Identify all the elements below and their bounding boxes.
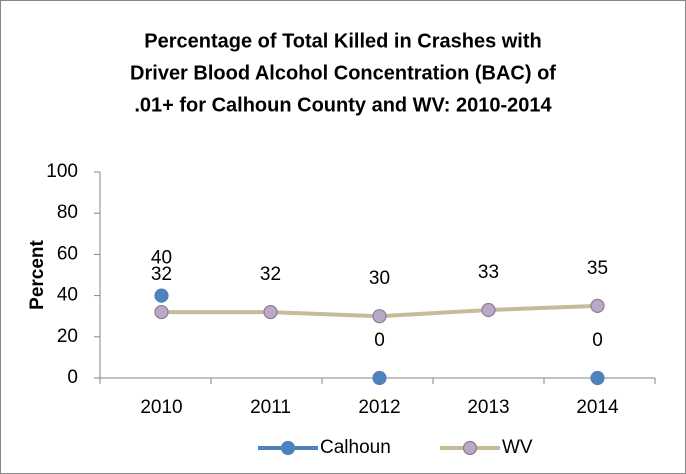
marker — [590, 370, 605, 386]
legend-label: WV — [502, 437, 533, 458]
marker — [481, 302, 496, 318]
marker — [372, 309, 387, 324]
y-axis-label: Percent — [27, 239, 48, 309]
x-tick-label: 2013 — [467, 397, 509, 418]
chart-title: Driver Blood Alcohol Concentration (BAC)… — [130, 62, 556, 84]
data-label: 32 — [260, 264, 281, 285]
data-label: 0 — [374, 330, 385, 351]
y-tick-label: 20 — [57, 326, 78, 347]
legend-marker — [462, 440, 478, 456]
data-label: 40 — [151, 248, 172, 269]
marker — [154, 304, 169, 320]
data-label: 33 — [478, 262, 499, 283]
data-label: 0 — [592, 330, 603, 351]
data-label: 35 — [587, 258, 608, 279]
marker — [590, 298, 605, 313]
chart-title: Percentage of Total Killed in Crashes wi… — [144, 30, 542, 52]
legend-label: Calhoun — [320, 437, 391, 458]
y-tick-label: 0 — [67, 367, 78, 388]
x-tick-label: 2010 — [140, 397, 182, 418]
x-tick-label: 2014 — [576, 397, 619, 418]
marker — [372, 370, 387, 386]
legend-marker — [280, 440, 296, 456]
data-label: 32 — [151, 264, 172, 285]
marker — [263, 304, 278, 320]
y-tick-label: 100 — [46, 161, 78, 182]
x-tick-label: 2011 — [250, 397, 291, 418]
y-tick-label: 40 — [57, 285, 78, 306]
chart-title: .01+ for Calhoun County and WV: 2010-201… — [134, 94, 552, 116]
marker — [154, 288, 169, 303]
x-tick-label: 2012 — [358, 397, 400, 418]
y-tick-label: 80 — [57, 202, 78, 223]
data-label: 30 — [369, 268, 390, 289]
y-tick-label: 60 — [57, 243, 78, 264]
